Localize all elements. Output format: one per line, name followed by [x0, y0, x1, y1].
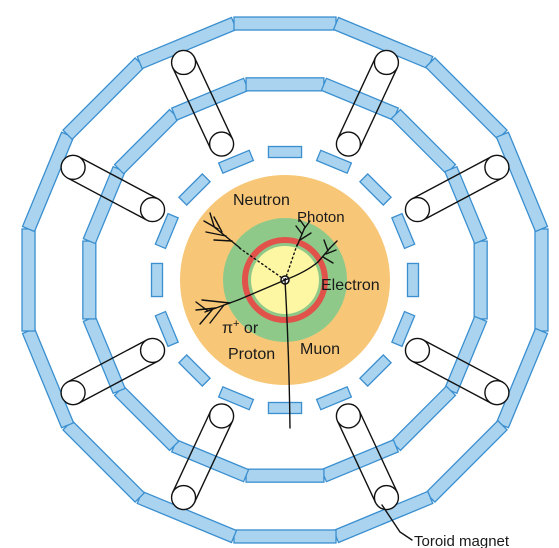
- middle-magnet-ring: [82, 77, 488, 483]
- outer-magnet-segment: [495, 327, 549, 429]
- outer-magnet-segment: [62, 419, 146, 503]
- middle-magnet-segment: [170, 77, 250, 121]
- particle-tracks: [195, 212, 413, 541]
- middle-magnet-segment: [113, 108, 180, 175]
- outer-magnet-segment: [233, 16, 337, 31]
- middle-magnet-segment: [320, 77, 400, 121]
- photon-shower-icon: [295, 219, 312, 247]
- middle-magnet-segment: [444, 165, 488, 245]
- outer-magnet-segment: [62, 57, 146, 141]
- label-proton: Proton: [228, 346, 275, 363]
- inner-magnet-segment: [390, 310, 416, 348]
- labels: Neutron Photon Electron π+ or Proton Muo…: [222, 192, 510, 548]
- inner-magnet-segment: [406, 262, 420, 298]
- pion-track: [237, 279, 286, 301]
- outer-magnet-ring: [21, 16, 549, 544]
- label-pion-or: π+ or: [222, 318, 259, 337]
- outer-magnet-segment: [233, 529, 337, 544]
- inner-magnet-segment: [154, 310, 180, 348]
- pion-shower-icon: [195, 299, 239, 325]
- toroid-coil-icon: [60, 154, 166, 223]
- middle-magnet-segment: [390, 385, 457, 452]
- outer-magnet-segment: [534, 228, 549, 332]
- inner-magnet-segment: [267, 401, 303, 415]
- inner-magnet-segment: [358, 353, 393, 388]
- outer-magnet-segment: [21, 228, 36, 332]
- outer-magnet-segment: [424, 57, 508, 141]
- inner-magnet-segment: [315, 385, 353, 411]
- label-electron: Electron: [321, 277, 380, 294]
- inner-magnet-ring: [150, 145, 420, 415]
- toroid-coil-icon: [404, 337, 510, 406]
- inner-magnet-segment: [150, 262, 164, 298]
- outer-magnet-segment: [424, 419, 508, 503]
- outer-magnet-segment: [21, 327, 75, 429]
- middle-magnet-segment: [245, 468, 325, 483]
- solenoid-ring: [242, 237, 328, 323]
- toroid-coil-icon: [335, 49, 400, 157]
- label-neutron: Neutron: [233, 192, 290, 209]
- photon-track: [284, 244, 298, 281]
- middle-magnet-segment: [320, 439, 400, 483]
- toroid-coils: [60, 49, 510, 511]
- inner-magnet-segment: [154, 212, 180, 250]
- toroid-coil-icon: [170, 403, 235, 511]
- inner-magnet-segment: [390, 212, 416, 250]
- inner-magnet-segment: [358, 172, 393, 207]
- neutron-shower-icon: [203, 212, 241, 249]
- outer-magnet-segment: [21, 131, 75, 233]
- label-photon: Photon: [297, 209, 345, 226]
- inner-magnet-segment: [267, 145, 303, 159]
- inner-magnet-segment: [315, 149, 353, 175]
- middle-magnet-segment: [170, 439, 250, 483]
- middle-magnet-segment: [473, 240, 488, 320]
- label-muon: Muon: [300, 341, 340, 358]
- inner-magnet-segment: [217, 385, 255, 411]
- electron-shower-icon: [317, 239, 338, 264]
- toroid-coil-icon: [170, 49, 235, 157]
- inner-magnet-segment: [177, 353, 212, 388]
- toroid-coil-icon: [404, 154, 510, 223]
- inner-magnet-segment: [177, 172, 212, 207]
- toroid-coil-icon: [335, 403, 400, 511]
- middle-magnet-segment: [82, 240, 97, 320]
- inner-magnet-segment: [217, 149, 255, 175]
- middle-magnet-segment: [245, 77, 325, 92]
- muon-track: [284, 279, 291, 429]
- neutron-track: [237, 246, 286, 281]
- outer-magnet-segment: [495, 131, 549, 233]
- toroid-pointer-line: [381, 504, 413, 541]
- electron-track: [284, 261, 319, 281]
- middle-magnet-segment: [390, 108, 457, 175]
- label-toroid-magnet: Toroid magnet: [414, 533, 510, 548]
- toroid-coil-icon: [60, 337, 166, 406]
- middle-magnet-segment: [113, 385, 180, 452]
